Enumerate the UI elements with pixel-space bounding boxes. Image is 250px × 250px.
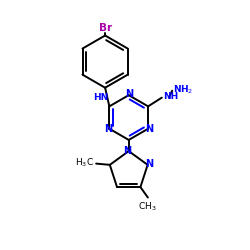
Text: N: N bbox=[145, 159, 154, 169]
Text: N: N bbox=[145, 124, 154, 134]
Text: NH: NH bbox=[164, 92, 179, 102]
Text: CH$_3$: CH$_3$ bbox=[138, 201, 157, 213]
Text: HN: HN bbox=[93, 92, 108, 102]
Text: H$_3$C: H$_3$C bbox=[76, 157, 94, 169]
Text: N: N bbox=[125, 89, 133, 99]
Text: N: N bbox=[124, 146, 132, 156]
Text: NH$_2$: NH$_2$ bbox=[173, 84, 193, 96]
Text: Br: Br bbox=[98, 22, 112, 32]
Text: N: N bbox=[104, 124, 112, 134]
